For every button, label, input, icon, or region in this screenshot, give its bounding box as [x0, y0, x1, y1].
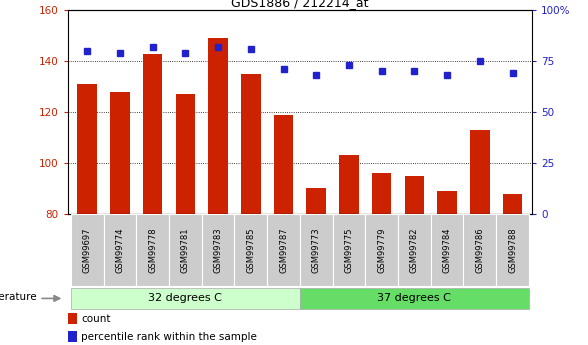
Bar [333, 214, 365, 286]
Title: GDS1886 / 212214_at: GDS1886 / 212214_at [231, 0, 369, 9]
Bar [405, 176, 424, 214]
Text: GSM99786: GSM99786 [475, 227, 485, 273]
Bar [169, 214, 202, 286]
Text: GSM99785: GSM99785 [246, 227, 255, 273]
Bar [503, 194, 522, 214]
Bar [68, 331, 78, 342]
Bar [202, 214, 235, 286]
Bar [208, 38, 228, 214]
Bar [365, 214, 398, 286]
Text: percentile rank within the sample: percentile rank within the sample [81, 332, 257, 342]
Bar [71, 287, 300, 309]
Bar [110, 92, 130, 214]
Bar [176, 94, 195, 214]
Text: 32 degrees C: 32 degrees C [148, 294, 222, 303]
Text: GSM99784: GSM99784 [443, 227, 452, 273]
Text: GSM99782: GSM99782 [410, 227, 419, 273]
Text: GSM99697: GSM99697 [83, 227, 92, 273]
Bar [437, 191, 457, 214]
Bar [398, 214, 431, 286]
Text: GSM99787: GSM99787 [279, 227, 288, 273]
Bar [143, 53, 162, 214]
Text: GSM99774: GSM99774 [115, 227, 125, 273]
Bar [300, 287, 529, 309]
Text: temperature: temperature [0, 292, 37, 302]
Bar [463, 214, 496, 286]
Text: GSM99788: GSM99788 [508, 227, 517, 273]
Bar [372, 173, 392, 214]
Bar [496, 214, 529, 286]
Bar [103, 214, 136, 286]
Text: GSM99773: GSM99773 [312, 227, 320, 273]
Bar [235, 214, 267, 286]
Text: 37 degrees C: 37 degrees C [377, 294, 452, 303]
Text: GSM99781: GSM99781 [181, 227, 190, 273]
Bar [273, 115, 293, 214]
Bar [71, 214, 103, 286]
Bar [306, 188, 326, 214]
Bar [68, 313, 78, 324]
Text: GSM99775: GSM99775 [345, 227, 353, 273]
Bar [300, 214, 333, 286]
Bar [241, 74, 260, 214]
Bar [470, 130, 490, 214]
Text: GSM99778: GSM99778 [148, 227, 157, 273]
Bar [431, 214, 463, 286]
Text: GSM99783: GSM99783 [213, 227, 223, 273]
Text: count: count [81, 314, 111, 324]
Bar [78, 84, 97, 214]
Text: GSM99779: GSM99779 [377, 227, 386, 273]
Bar [267, 214, 300, 286]
Bar [339, 155, 359, 214]
Bar [136, 214, 169, 286]
